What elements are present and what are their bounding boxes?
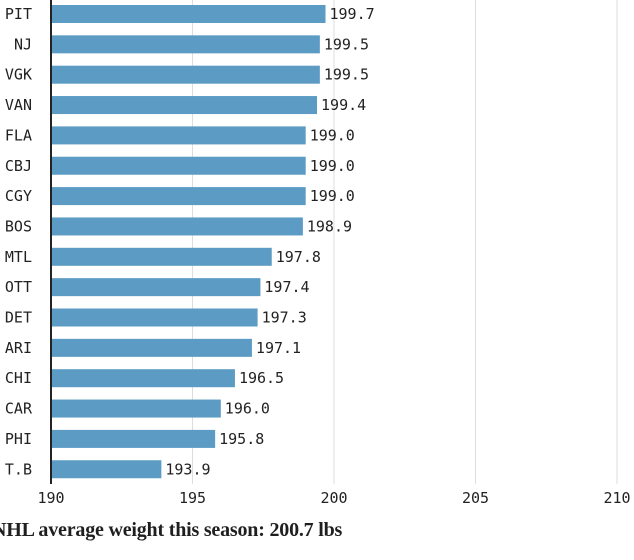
category-label: ARI [5, 339, 32, 357]
category-label: PHI [5, 430, 32, 448]
value-label: 197.8 [276, 248, 321, 266]
category-label: BOS [5, 217, 32, 235]
bar [51, 338, 252, 357]
value-label: 199.7 [330, 5, 375, 23]
category-label: FLA [5, 126, 32, 144]
value-label: 196.0 [225, 400, 270, 418]
x-tick-label: 210 [603, 489, 630, 507]
bar [51, 5, 326, 23]
category-label: OTT [5, 278, 32, 296]
value-label: 193.9 [165, 460, 210, 478]
category-label: MTL [5, 248, 32, 266]
category-label: CHI [5, 369, 32, 387]
bar [51, 217, 303, 236]
labels: 190 195 200 205 210 PIT 199.7 NJ 199.5 VGK 199.5 VA… [5, 5, 631, 507]
bars [51, 5, 326, 479]
value-label: 199.4 [321, 96, 366, 114]
category-label: VAN [5, 96, 32, 114]
bar [51, 460, 162, 479]
x-tick-label: 200 [320, 489, 347, 507]
bar [51, 308, 258, 327]
bar [51, 187, 306, 206]
bar [51, 429, 216, 448]
bar-chart: 190 195 200 205 210 PIT 199.7 NJ 199.5 VGK 199.5 VA… [5, 0, 631, 507]
bar [51, 369, 235, 388]
value-label: 198.9 [307, 217, 352, 235]
value-label: 199.5 [324, 66, 369, 84]
category-label: CBJ [5, 157, 32, 175]
x-tick-label: 190 [37, 489, 64, 507]
bar [51, 96, 318, 115]
bar [51, 35, 320, 54]
x-tick-label: 195 [179, 489, 206, 507]
value-label: 199.0 [310, 157, 355, 175]
category-label: VGK [5, 66, 32, 84]
category-label: PIT [5, 5, 32, 23]
value-label: 199.0 [310, 187, 355, 205]
value-label: 197.4 [264, 278, 309, 296]
category-label: CAR [5, 400, 33, 418]
value-label: 196.5 [239, 369, 284, 387]
category-label: NJ [14, 35, 32, 53]
bar [51, 399, 221, 418]
category-label: CGY [5, 187, 32, 205]
bar [51, 156, 306, 175]
value-label: 199.0 [310, 126, 355, 144]
value-label: 197.1 [256, 339, 301, 357]
bar [51, 247, 272, 266]
value-label: 197.3 [262, 309, 307, 327]
value-label: 195.8 [219, 430, 264, 448]
x-tick-label: 205 [462, 489, 489, 507]
bar [51, 278, 261, 297]
league-average-note: NHL average weight this season: 200.7 lb… [0, 519, 343, 541]
category-label: DET [5, 309, 32, 327]
category-label: T.B [5, 460, 32, 478]
value-label: 199.5 [324, 35, 369, 53]
bar [51, 65, 320, 84]
bar [51, 126, 306, 145]
